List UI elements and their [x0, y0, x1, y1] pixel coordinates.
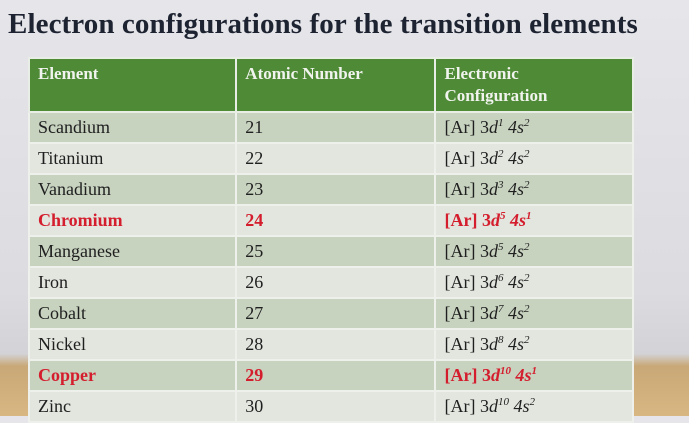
electronic-configuration: [Ar] 3d5 4s1	[434, 204, 634, 237]
header-electronic-configuration: Electronic Configuration	[434, 57, 634, 113]
electron-configuration-table: Element Atomic Number Electronic Configu…	[27, 57, 634, 423]
element-name: Scandium	[27, 111, 238, 144]
element-name: Vanadium	[27, 173, 238, 206]
electronic-configuration: [Ar] 3d7 4s2	[434, 297, 634, 330]
element-name: Chromium	[27, 204, 238, 237]
config-s-orbital: 4s	[509, 210, 526, 230]
config-s-orbital: 4s	[507, 334, 524, 354]
electronic-configuration: [Ar] 3d3 4s2	[434, 173, 634, 206]
element-name: Cobalt	[27, 297, 238, 330]
config-s-exponent: 2	[523, 334, 530, 346]
electronic-configuration: [Ar] 3d6 4s2	[434, 266, 634, 299]
atomic-number: 30	[235, 390, 437, 423]
config-d-exponent: 6	[497, 272, 504, 284]
atomic-number: 28	[235, 328, 437, 361]
atomic-number: 21	[235, 111, 437, 144]
config-s-orbital: 4s	[507, 303, 524, 323]
config-d-orbital: d	[490, 210, 500, 230]
page-title: Electron configurations for the transiti…	[8, 8, 638, 40]
config-core: [Ar] 3	[444, 396, 489, 416]
config-s-exponent: 2	[523, 179, 530, 191]
config-s-exponent: 2	[529, 396, 535, 408]
table-row: Cobalt 27 [Ar] 3d7 4s2	[27, 297, 634, 330]
config-core: [Ar] 3	[444, 210, 491, 230]
config-d-orbital: d	[488, 179, 498, 199]
config-d-exponent: 2	[497, 148, 504, 160]
table-header-row: Element Atomic Number Electronic Configu…	[27, 57, 634, 113]
config-s-exponent: 2	[523, 117, 530, 129]
electronic-configuration: [Ar] 3d10 4s1	[434, 359, 634, 392]
config-core: [Ar] 3	[444, 334, 489, 354]
table-row: Iron 26 [Ar] 3d6 4s2	[27, 266, 634, 299]
table-row: Scandium 21 [Ar] 3d1 4s2	[27, 111, 634, 144]
config-core: [Ar] 3	[444, 117, 489, 137]
atomic-number: 25	[235, 235, 437, 268]
config-s-orbital: 4s	[507, 117, 524, 137]
header-atomic-number: Atomic Number	[235, 57, 437, 113]
atomic-number: 24	[235, 204, 437, 237]
table-row: Nickel 28 [Ar] 3d8 4s2	[27, 328, 634, 361]
config-s-orbital: 4s	[513, 396, 530, 416]
table-row: Chromium 24 [Ar] 3d5 4s1	[27, 204, 634, 237]
config-core: [Ar] 3	[444, 241, 489, 261]
config-core: [Ar] 3	[444, 303, 489, 323]
atomic-number: 26	[235, 266, 437, 299]
config-d-orbital: d	[488, 148, 498, 168]
config-d-exponent: 8	[497, 334, 504, 346]
table-row: Zinc 30 [Ar] 3d10 4s2	[27, 390, 634, 423]
config-s-orbital: 4s	[507, 241, 524, 261]
element-name: Titanium	[27, 142, 238, 175]
header-element: Element	[27, 57, 238, 113]
config-core: [Ar] 3	[444, 179, 489, 199]
config-core: [Ar] 3	[444, 365, 491, 385]
config-s-exponent: 2	[523, 303, 530, 315]
electronic-configuration: [Ar] 3d5 4s2	[434, 235, 634, 268]
table-row: Manganese 25 [Ar] 3d5 4s2	[27, 235, 634, 268]
element-name: Nickel	[27, 328, 238, 361]
table-body: Scandium 21 [Ar] 3d1 4s2 Titanium 22 [Ar] 3d2…	[27, 111, 634, 423]
atomic-number: 29	[235, 359, 437, 392]
table-row: Titanium 22 [Ar] 3d2 4s2	[27, 142, 634, 175]
atomic-number: 23	[235, 173, 437, 206]
element-name: Zinc	[27, 390, 238, 423]
electronic-configuration: [Ar] 3d1 4s2	[434, 111, 634, 144]
config-d-orbital: d	[488, 241, 498, 261]
config-s-exponent: 1	[525, 210, 532, 222]
config-s-exponent: 2	[523, 272, 530, 284]
atomic-number: 22	[235, 142, 437, 175]
config-d-orbital: d	[488, 303, 498, 323]
config-s-orbital: 4s	[507, 148, 524, 168]
config-d-orbital: d	[488, 396, 498, 416]
config-d-exponent: 7	[497, 303, 504, 315]
config-core: [Ar] 3	[444, 272, 489, 292]
config-d-orbital: d	[488, 117, 498, 137]
element-name: Copper	[27, 359, 238, 392]
atomic-number: 27	[235, 297, 437, 330]
config-d-exponent: 10	[497, 396, 509, 408]
config-s-exponent: 2	[523, 241, 530, 253]
config-s-orbital: 4s	[507, 179, 524, 199]
config-d-exponent: 5	[497, 241, 504, 253]
electronic-configuration: [Ar] 3d2 4s2	[434, 142, 634, 175]
config-s-orbital: 4s	[515, 365, 532, 385]
config-core: [Ar] 3	[444, 148, 489, 168]
table-row: Vanadium 23 [Ar] 3d3 4s2	[27, 173, 634, 206]
config-d-orbital: d	[488, 334, 498, 354]
electronic-configuration: [Ar] 3d10 4s2	[434, 390, 634, 423]
config-s-exponent: 2	[523, 148, 530, 160]
config-d-orbital: d	[488, 272, 498, 292]
table-row: Copper 29 [Ar] 3d10 4s1	[27, 359, 634, 392]
config-s-exponent: 1	[531, 365, 537, 377]
config-d-orbital: d	[490, 365, 500, 385]
element-name: Manganese	[27, 235, 238, 268]
config-d-exponent: 5	[499, 210, 506, 222]
config-d-exponent: 1	[497, 117, 504, 129]
config-d-exponent: 3	[497, 179, 504, 191]
config-d-exponent: 10	[499, 365, 511, 377]
electronic-configuration: [Ar] 3d8 4s2	[434, 328, 634, 361]
config-s-orbital: 4s	[507, 272, 524, 292]
element-name: Iron	[27, 266, 238, 299]
